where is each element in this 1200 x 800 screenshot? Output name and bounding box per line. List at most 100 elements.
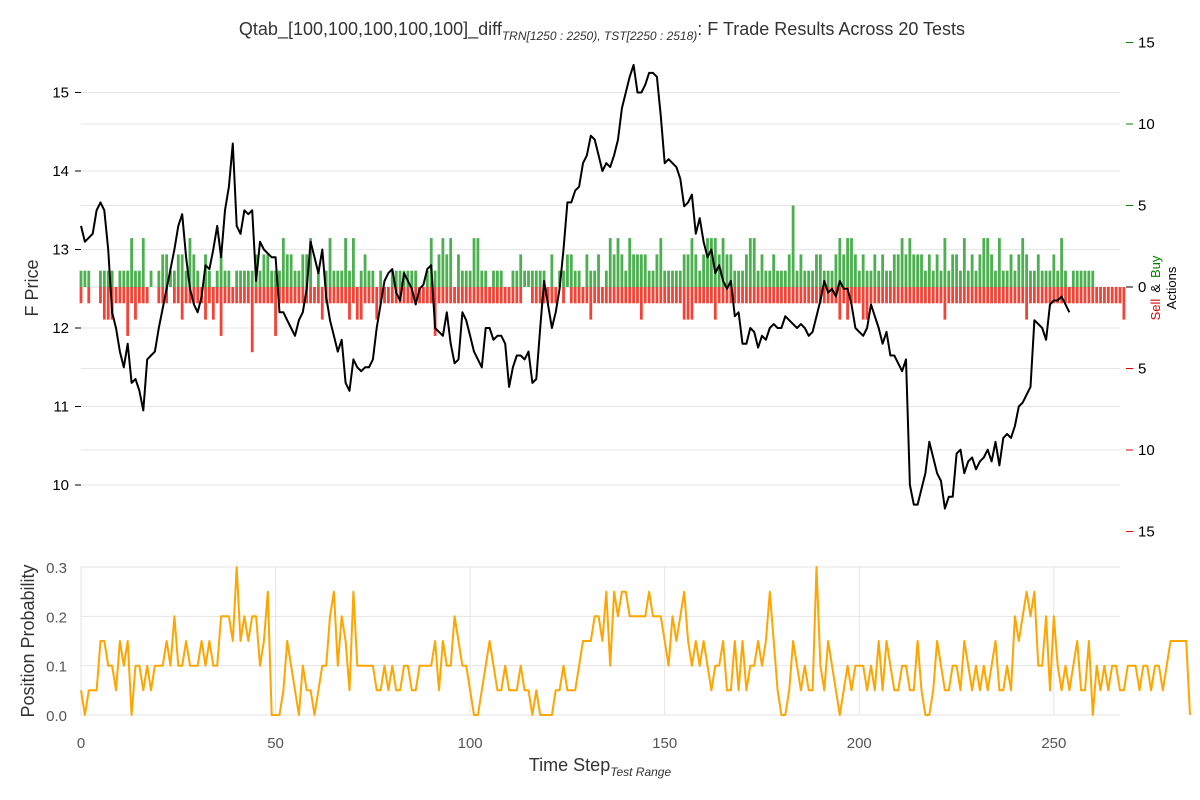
buy-bar [994, 270, 997, 287]
buy-bar [515, 270, 519, 287]
buy-bar [900, 238, 904, 287]
sell-bar [1013, 287, 1017, 304]
buy-bar [523, 270, 527, 287]
time-x-ticks: 0 50 100 150 200 250 [77, 735, 1067, 752]
sell-bar [760, 287, 764, 304]
sell-bar [873, 287, 877, 304]
sell-bar [414, 287, 418, 304]
sell-bar [881, 287, 885, 304]
buy-bar [834, 254, 838, 287]
sell-bar [752, 287, 756, 304]
buy-bar [542, 270, 546, 287]
buy-bar [79, 270, 83, 287]
sell-bar [281, 287, 285, 304]
sell-bar [830, 287, 834, 304]
buy-bar [955, 254, 958, 287]
buy-bar [270, 270, 274, 287]
buy-bar [904, 254, 908, 287]
sell-bar [741, 287, 744, 304]
sell-bar [278, 287, 281, 304]
buy-bar [927, 254, 931, 287]
sell-bar [908, 287, 912, 304]
buy-bar [266, 254, 270, 287]
sell-bar [628, 287, 632, 304]
buy-bar [892, 254, 896, 287]
sell-bar [997, 287, 1001, 304]
buy-bar [803, 270, 807, 287]
buy-bar [643, 254, 647, 287]
actions-axis-label: Sell & Buy Actions [1148, 255, 1179, 320]
buy-bar [531, 270, 534, 287]
buy-bar [791, 205, 795, 287]
sell-bar [772, 287, 776, 304]
sell-bar [569, 287, 573, 304]
sell-bar [406, 287, 410, 304]
sell-bar [990, 287, 993, 304]
sell-bar [429, 287, 433, 304]
sell-bar [130, 287, 133, 304]
buy-bar [227, 270, 231, 287]
sell-bar [480, 287, 484, 304]
position-axis-label: Position Probability [18, 564, 38, 717]
sell-bar [892, 287, 896, 304]
sell-bar [853, 287, 857, 304]
chart-title-prefix: Qtab_[100,100,100,100,100]_diff [239, 19, 503, 40]
sell-bar [748, 287, 752, 304]
buy-bar [562, 270, 565, 287]
sell-bar [842, 287, 846, 304]
buy-bar [165, 254, 169, 287]
position-tick-label: 0.2 [46, 609, 67, 626]
sell-bar [678, 287, 682, 304]
sell-bar [655, 287, 659, 304]
sell-bar [927, 287, 931, 304]
buy-bar [772, 254, 776, 287]
buy-bar [826, 270, 830, 287]
buy-bar [577, 270, 581, 287]
sell-bar [1083, 287, 1087, 304]
sell-bar [632, 287, 635, 304]
sell-bar [601, 287, 604, 304]
buy-bar [756, 270, 760, 287]
sell-bar [717, 287, 721, 304]
sell-bar [122, 287, 126, 304]
sell-bar [515, 287, 519, 304]
buy-bar [305, 254, 309, 287]
sell-bar [176, 287, 180, 304]
sell-bar [1048, 287, 1052, 304]
sell-bar [791, 287, 795, 304]
sell-bar [538, 287, 542, 304]
sell-bar [1060, 287, 1064, 304]
sell-bar [639, 287, 643, 320]
actions-tick-label: 15 [1138, 524, 1155, 541]
sell-bar [402, 287, 406, 304]
sell-bar [904, 287, 908, 304]
sell-bar [861, 287, 865, 320]
buy-bar [628, 238, 632, 287]
buy-bar [768, 270, 772, 287]
buy-bar [1025, 254, 1029, 287]
sell-bar [978, 287, 982, 304]
price-tick-label: 10 [52, 477, 69, 494]
buy-bar [885, 270, 888, 287]
sell-bar [289, 287, 293, 304]
buy-bar [208, 270, 211, 287]
buy-bar [1005, 270, 1009, 287]
buy-bar [916, 254, 920, 287]
sell-bar [301, 287, 305, 304]
price-tick-label: 14 [52, 163, 69, 180]
sell-bar [931, 287, 935, 304]
sell-bar [219, 287, 223, 336]
buy-bar [1060, 238, 1064, 287]
buy-bar [663, 270, 667, 287]
sell-bar [476, 287, 480, 304]
buy-bar [857, 270, 861, 287]
sell-bar [710, 287, 713, 304]
buy-bar [678, 270, 682, 287]
buy-bar [472, 238, 476, 287]
buy-bar [912, 254, 916, 287]
buy-bar [176, 254, 180, 287]
buy-bar [371, 270, 375, 287]
sell-bar [371, 287, 375, 304]
sell-bar [970, 287, 974, 304]
